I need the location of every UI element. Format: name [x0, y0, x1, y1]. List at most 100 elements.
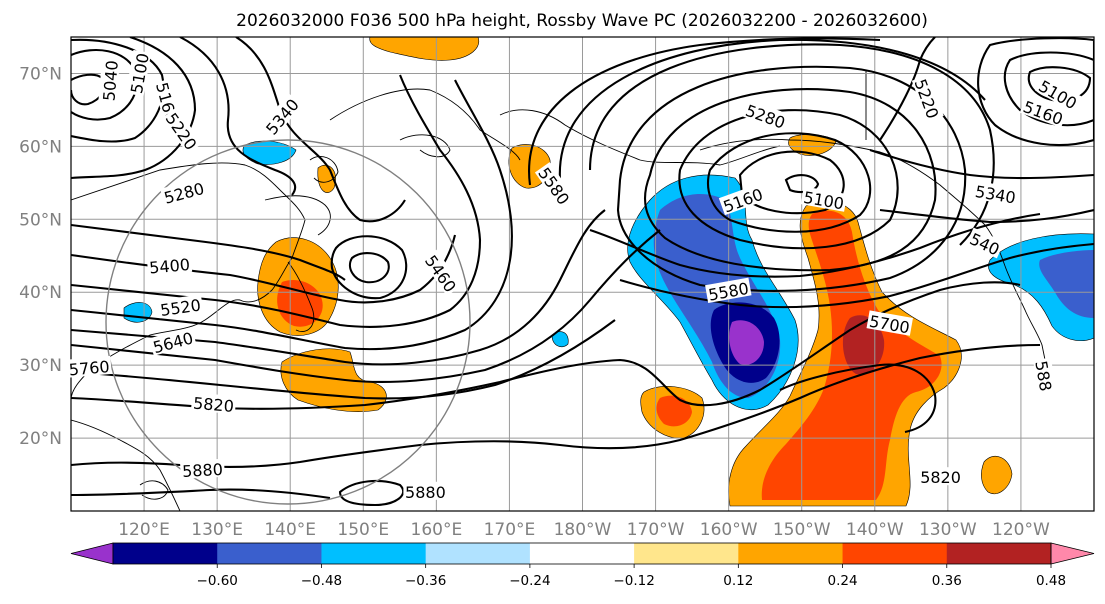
contour-label-backdrop — [911, 74, 944, 123]
lat-tick-label: 60°N — [19, 137, 62, 157]
contour-5880 — [71, 343, 1041, 468]
lon-tick-label: 140°W — [846, 520, 904, 540]
contour-label: 5880 — [405, 483, 446, 502]
anomaly-positive-east-pacific-2 — [981, 456, 1013, 494]
lon-tick-label: 150°W — [773, 520, 831, 540]
contour-label-backdrop — [1033, 357, 1057, 395]
contour-label: 5400 — [148, 255, 190, 277]
contour-5520 — [71, 74, 482, 328]
colorbar — [70, 542, 1095, 565]
contour-5400-arc — [528, 37, 881, 186]
contour-5400 — [71, 223, 346, 281]
contour-label-backdrop — [160, 177, 208, 207]
contour-label: 5880 — [182, 460, 224, 481]
contour-5580-east — [589, 212, 1041, 278]
map-area — [71, 37, 1094, 511]
colorbar-level-label: 0.24 — [828, 573, 858, 589]
colorbar-segment — [634, 543, 739, 564]
anomaly-positive-arctic — [369, 37, 480, 61]
contour-label-group: 5040 — [98, 57, 122, 104]
contour-label: 5820 — [192, 394, 234, 416]
lat-tick-label: 70°N — [19, 64, 62, 84]
contour-east-1 — [869, 149, 1094, 180]
contour-label-backdrop — [534, 162, 575, 209]
contour-label-group: 5100 — [125, 49, 153, 97]
colorbar-level-label: −0.48 — [301, 573, 342, 589]
lat-tick-label: 50°N — [19, 210, 62, 230]
lon-tick-label: 170°E — [484, 520, 536, 540]
anomaly-strongest-negative — [729, 320, 764, 365]
lat-tick-label: 20°N — [19, 429, 62, 449]
anomaly-strong-japan — [277, 280, 323, 327]
lat-tick-label: 40°N — [19, 283, 62, 303]
contour-label-backdrop — [972, 180, 1019, 206]
contour-label-group: 5400 — [146, 253, 193, 277]
colorbar-segment — [321, 543, 427, 564]
colorbar-segment — [217, 543, 322, 564]
contour-ne-low-3 — [977, 37, 1094, 147]
contour-5280 — [179, 37, 297, 196]
anomaly-positive-south-japan — [280, 348, 387, 412]
contour-east-low-3 — [707, 132, 872, 233]
colorbar-level-label: −0.60 — [197, 573, 238, 589]
colorbar-frame — [112, 542, 1052, 565]
gridlines — [71, 37, 1094, 511]
contour-5760 — [71, 319, 616, 400]
contour-5100 — [71, 48, 139, 121]
contour-label-backdrop — [866, 310, 913, 336]
contour-label-backdrop — [125, 49, 152, 97]
contour-ne-low-1 — [1003, 51, 1094, 127]
contour-east-2 — [879, 208, 1094, 224]
contour-east-low-2 — [738, 150, 845, 215]
figure-title: 2026032000 F036 500 hPa height, Rossby W… — [236, 11, 928, 31]
colorbar-level-label: 0.36 — [932, 573, 962, 589]
contour-5340 — [235, 37, 406, 223]
contour-label-group: 5760 — [66, 355, 112, 380]
colorbar-segment — [113, 543, 218, 564]
contour-label-backdrop — [705, 277, 752, 303]
contour-label-group: 5520 — [157, 294, 204, 320]
lon-tick-label: 180°W — [554, 520, 612, 540]
lon-tick-label: 130°E — [191, 520, 243, 540]
contour-label-backdrop — [190, 392, 237, 415]
contour-label-backdrop — [403, 481, 448, 500]
contour-label-backdrop — [918, 467, 963, 486]
anomaly-negative-small-2 — [551, 331, 569, 347]
contour-5700 — [71, 229, 661, 384]
contour-label-backdrop — [800, 186, 848, 212]
contour-label-backdrop — [966, 227, 1005, 259]
contour-label-backdrop — [149, 326, 197, 356]
contour-label-backdrop — [66, 355, 112, 378]
lon-tick-label: 140°E — [264, 520, 316, 540]
lat-tick-label: 30°N — [19, 356, 62, 376]
anomaly-darkest-positive — [842, 315, 885, 375]
colorbar-segment — [425, 543, 531, 564]
colorbar-segment — [738, 543, 844, 564]
lon-tick-label: 170°W — [627, 520, 685, 540]
colorbar-level-label: 0.12 — [723, 573, 753, 589]
contour-label-backdrop — [146, 253, 193, 276]
contour-5580 — [71, 79, 513, 351]
contour-5700-east — [619, 242, 1094, 309]
colorbar-level-label: 0.48 — [1036, 573, 1066, 589]
lon-tick-label: 160°E — [411, 520, 463, 540]
colorbar-labels: −0.60 −0.48 −0.36 −0.24 −0.12 0.12 0.24 0.36 0.4… — [197, 564, 1066, 589]
anomaly-moderate-negative-na — [1039, 250, 1094, 318]
contour-label: 5760 — [68, 357, 110, 379]
colorbar-extend-low — [70, 542, 114, 565]
map-frame — [70, 36, 1095, 512]
contour-label-backdrop — [179, 458, 225, 480]
contour-label-backdrop — [1034, 74, 1083, 113]
colorbar-segment — [842, 543, 948, 564]
contour-label-backdrop — [718, 183, 767, 216]
contour-label-backdrop — [157, 294, 204, 319]
contour-label: 5820 — [920, 468, 961, 487]
lon-tick-label: 160°W — [700, 520, 758, 540]
contour-label-group: 5820 — [190, 392, 237, 416]
colorbar-level-label: −0.12 — [613, 573, 654, 589]
contour-label-backdrop — [98, 57, 121, 104]
lon-tick-label: 150°E — [337, 520, 389, 540]
lon-tick-label: 120°E — [118, 520, 170, 540]
